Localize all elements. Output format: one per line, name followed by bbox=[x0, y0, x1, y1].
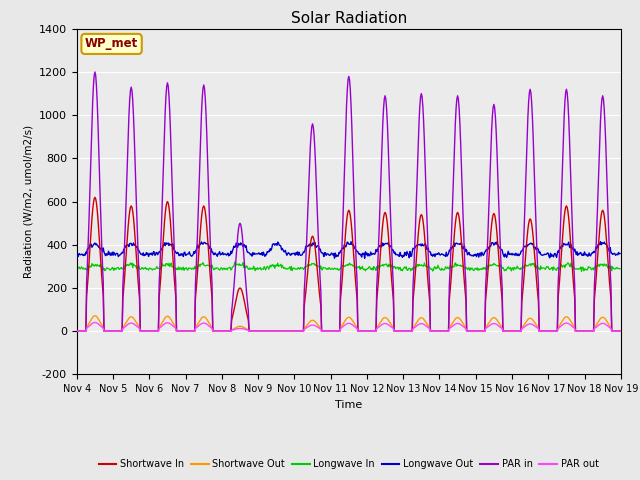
X-axis label: Time: Time bbox=[335, 400, 362, 409]
Y-axis label: Radiation (W/m2, umol/m2/s): Radiation (W/m2, umol/m2/s) bbox=[24, 125, 33, 278]
Legend: Shortwave In, Shortwave Out, Longwave In, Longwave Out, PAR in, PAR out: Shortwave In, Shortwave Out, Longwave In… bbox=[95, 456, 603, 473]
Title: Solar Radiation: Solar Radiation bbox=[291, 11, 407, 26]
Text: WP_met: WP_met bbox=[85, 37, 138, 50]
